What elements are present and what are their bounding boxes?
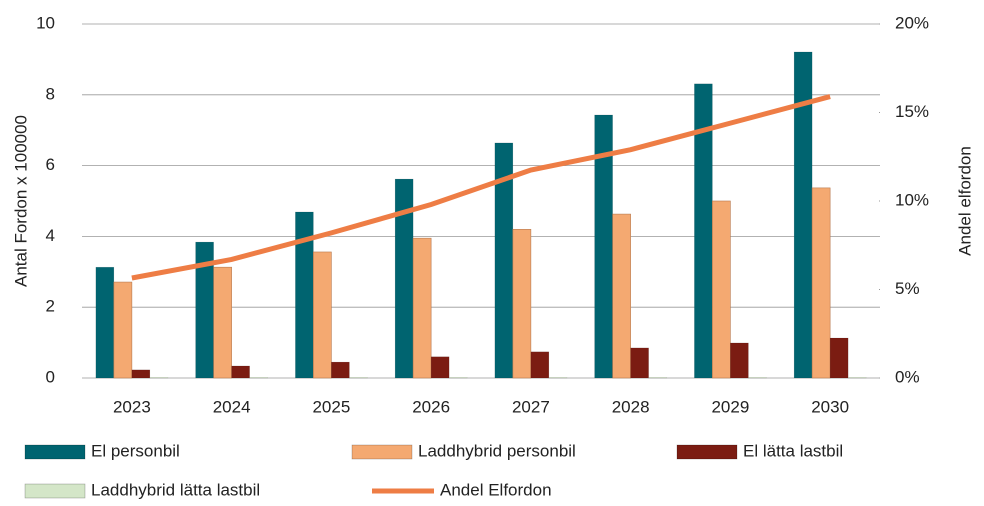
bar (149, 376, 169, 379)
y-tick-label: 10 (36, 13, 55, 32)
y2-tick-label: 20% (895, 13, 929, 32)
y2-tick-label: 5% (895, 279, 920, 298)
bar (430, 356, 450, 379)
y2-tick-label: 0% (895, 367, 920, 386)
bar (530, 351, 550, 379)
bar (712, 200, 731, 379)
bar (847, 376, 867, 379)
bar (249, 376, 268, 379)
bar (113, 281, 133, 379)
x-tick-label: 2030 (811, 397, 849, 416)
legend-swatch (24, 444, 86, 460)
bar (231, 365, 250, 379)
legend-label: Laddhybrid personbil (418, 441, 576, 460)
x-tick-label: 2024 (213, 397, 251, 416)
y2-axis-label: Andel elfordon (955, 146, 974, 256)
legend-swatch (351, 444, 413, 460)
legend-swatch (24, 483, 86, 499)
bar (131, 369, 151, 379)
y-tick-label: 0 (46, 367, 55, 386)
x-tick-label: 2028 (612, 397, 650, 416)
y-tick-label: 6 (46, 155, 55, 174)
y-tick-label: 4 (46, 226, 55, 245)
bar (730, 342, 749, 379)
y-tick-label: 8 (46, 84, 55, 103)
x-tick-label: 2029 (711, 397, 749, 416)
legend-label: Laddhybrid lätta lastbil (91, 480, 260, 499)
bar (349, 376, 368, 379)
legend-label: Andel Elfordon (440, 480, 552, 499)
bar (748, 376, 767, 379)
bar (548, 376, 568, 379)
bar (811, 187, 831, 379)
line (131, 94, 831, 281)
bar (331, 361, 350, 379)
legend-label: El lätta lastbil (743, 441, 843, 460)
x-tick-label: 2023 (113, 397, 151, 416)
bar (313, 251, 332, 379)
bar (612, 213, 631, 379)
legend-swatch (676, 444, 738, 460)
bar (829, 337, 849, 379)
bar (412, 237, 432, 379)
legend-label: El personbil (91, 441, 180, 460)
bar (512, 229, 532, 379)
x-tick-label: 2025 (312, 397, 350, 416)
bar (213, 266, 232, 379)
y2-tick-label: 10% (895, 190, 929, 209)
bar (630, 347, 649, 379)
bar (448, 376, 468, 379)
y2-tick-label: 15% (895, 102, 929, 121)
x-tick-label: 2026 (412, 397, 450, 416)
bar (648, 376, 667, 379)
y-tick-label: 2 (46, 297, 55, 316)
y-axis-label: Antal Fordon x 100000 (11, 115, 30, 287)
x-tick-label: 2027 (512, 397, 550, 416)
bar (95, 266, 115, 379)
